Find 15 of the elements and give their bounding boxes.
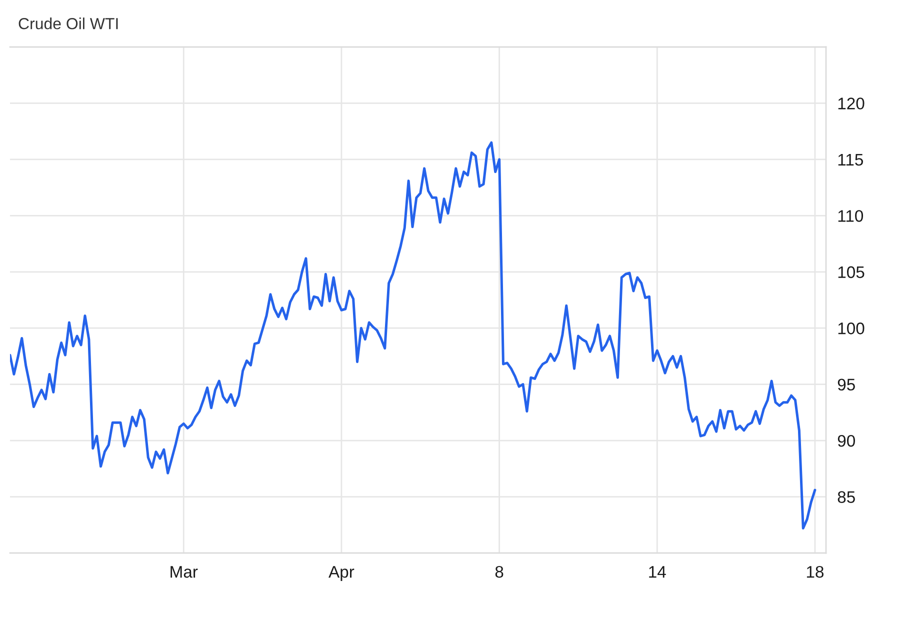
y-tick-label: 95 — [838, 378, 855, 391]
y-tick-label: 110 — [838, 210, 864, 222]
y-tick-label: 105 — [838, 266, 864, 278]
x-tick-label: 14 — [649, 566, 666, 578]
y-tick-label: 115 — [838, 154, 863, 166]
x-tick-label: 18 — [806, 566, 824, 578]
y-tick-label: 100 — [838, 322, 864, 334]
y-tick-label: 120 — [838, 98, 864, 110]
line-series — [10, 141, 816, 530]
y-tick-label: 90 — [838, 434, 855, 447]
x-tick-label: 8 — [495, 566, 504, 578]
chart-title: Crude Oil WTI — [18, 18, 118, 30]
y-tick-label: 85 — [838, 491, 855, 503]
x-tick-label: Apr — [328, 566, 354, 582]
x-tick-label: Mar — [170, 566, 198, 578]
